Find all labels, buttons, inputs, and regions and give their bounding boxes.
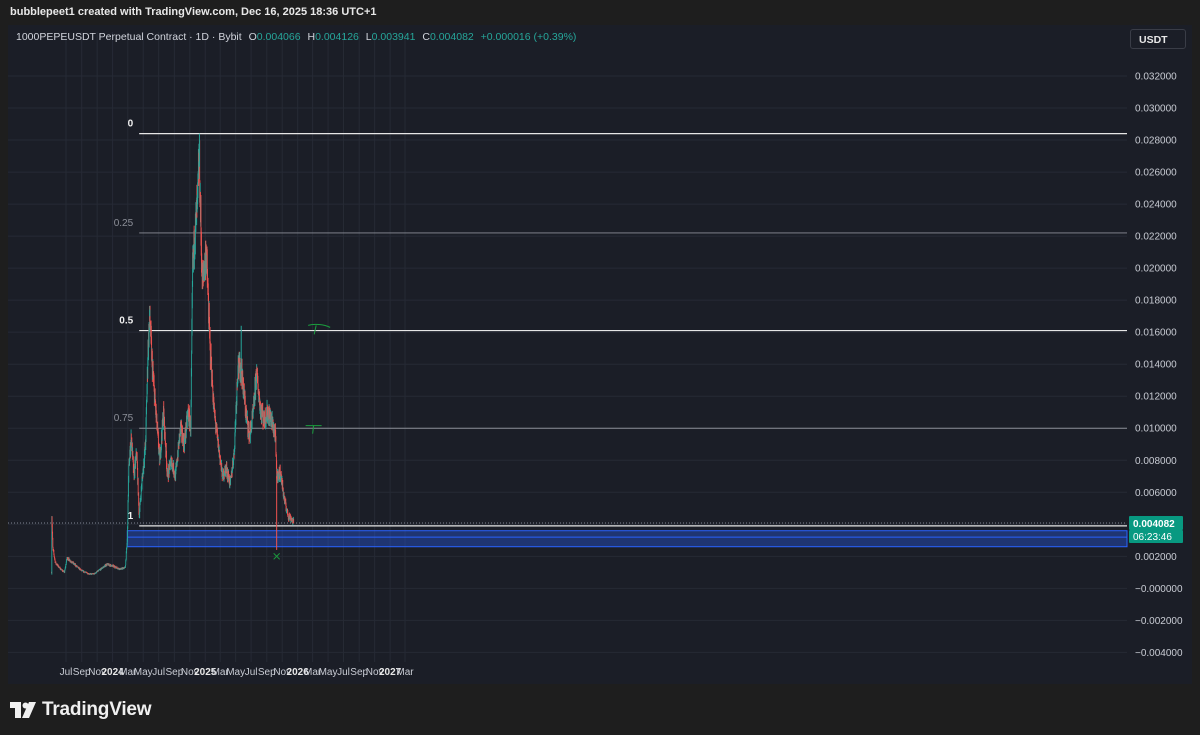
- chart-grid: [8, 32, 1127, 662]
- footer: [0, 690, 1200, 735]
- price-tick-label: 0.006000: [1135, 488, 1177, 499]
- price-tick-label: −0.002000: [1135, 616, 1183, 627]
- fib-level-label: 0.75: [114, 413, 134, 424]
- header-bar: bubblepeet1 created with TradingView.com…: [0, 0, 1200, 24]
- pen-stroke-drawing: [305, 425, 322, 434]
- price-tick-label: 0.032000: [1135, 72, 1177, 83]
- price-tick-label: 0.018000: [1135, 296, 1177, 307]
- time-tick-label: May: [134, 667, 153, 678]
- price-tick-label: 0.002000: [1135, 552, 1177, 563]
- price-tick-label: 0.026000: [1135, 168, 1177, 179]
- price-tick-label: 0.008000: [1135, 456, 1177, 467]
- countdown-badge: [1129, 530, 1183, 544]
- drawings: [273, 323, 331, 560]
- price-chart[interactable]: 00.250.50.751 0.0320000.0300000.0280000.…: [0, 0, 1200, 690]
- time-tick-label: Nov: [273, 667, 291, 678]
- time-tick-label: Nov: [88, 667, 106, 678]
- fib-retracement: 0 0.25 0.5 0.75 1: [114, 119, 1127, 527]
- time-tick-label: Jul: [337, 667, 350, 678]
- close-label: C: [422, 31, 430, 43]
- candles: [51, 133, 295, 575]
- change-value: +0.000016 (+0.39%): [480, 31, 577, 43]
- price-tick-label: 0.030000: [1135, 104, 1177, 115]
- time-tick-label: May: [226, 667, 245, 678]
- last-price-badge: [1129, 516, 1183, 531]
- time-tick-label: Jul: [245, 667, 258, 678]
- time-tick-label: Mar: [212, 667, 230, 678]
- symbol-legend: 1000PEPEUSDT Perpetual Contract · 1D · B…: [16, 31, 576, 43]
- time-tick-label: Sep: [73, 667, 91, 678]
- time-tick-label: Sep: [258, 667, 276, 678]
- price-tick-label: 0.022000: [1135, 232, 1177, 243]
- price-tick-label: −0.004000: [1135, 648, 1183, 659]
- fib-level-label: 0.25: [114, 218, 134, 229]
- low-value: 0.003941: [371, 31, 416, 43]
- time-tick-label: Jul: [60, 667, 73, 678]
- time-tick-label: 2026: [287, 667, 310, 678]
- high-value: 0.004126: [315, 31, 359, 43]
- attribution-text: bubblepeet1 created with TradingView.com…: [10, 6, 377, 18]
- symbol-title: 1000PEPEUSDT Perpetual Contract · 1D · B…: [16, 31, 242, 43]
- price-tick-label: 0.028000: [1135, 136, 1177, 147]
- time-tick-label: 2025: [194, 667, 217, 678]
- fib-level-label: 0.5: [119, 316, 133, 327]
- price-tick-label: 0.012000: [1135, 392, 1177, 403]
- open-label: O: [248, 31, 257, 43]
- time-tick-label: 2027: [379, 667, 402, 678]
- high-label: H: [307, 31, 316, 43]
- time-tick-label: Sep: [350, 667, 368, 678]
- close-value: 0.004082: [429, 31, 474, 43]
- pen-stroke-drawing: [308, 323, 331, 335]
- time-tick-label: May: [319, 667, 338, 678]
- support-zone-box: [126, 530, 1128, 548]
- time-tick-label: Nov: [366, 667, 384, 678]
- price-tick-label: 0.016000: [1135, 328, 1177, 339]
- price-tick-label: 0.020000: [1135, 264, 1177, 275]
- last-price-label: 0.004082: [1133, 519, 1175, 530]
- open-value: 0.004066: [256, 31, 301, 43]
- price-tick-label: 0.024000: [1135, 200, 1177, 211]
- fib-level-label: 0: [128, 119, 134, 130]
- price-tick-label: −0.000000: [1135, 584, 1183, 595]
- x-mark-icon: [273, 552, 281, 560]
- countdown-label: 06:23:46: [1133, 532, 1172, 543]
- time-tick-label: Mar: [396, 667, 414, 678]
- currency-button[interactable]: USDT: [1130, 29, 1186, 49]
- tradingview-logo-text: TradingView: [42, 699, 152, 720]
- time-tick-label: Mar: [304, 667, 322, 678]
- price-tick-label: 0.010000: [1135, 424, 1177, 435]
- price-tick-label: 0.014000: [1135, 360, 1177, 371]
- time-tick-label: Nov: [181, 667, 199, 678]
- support-zone: [8, 522, 1128, 548]
- time-tick-label: Sep: [165, 667, 183, 678]
- low-label: L: [365, 31, 372, 43]
- time-tick-label: 2024: [101, 667, 124, 678]
- tradingview-logo-icon: [10, 702, 36, 718]
- time-tick-label: Jul: [152, 667, 165, 678]
- price-axis: 0.032000 0.030000 0.028000 0.026000 0.024000…: [1129, 72, 1183, 659]
- tradingview-logo[interactable]: TradingView: [10, 698, 152, 722]
- time-tick-label: Mar: [119, 667, 137, 678]
- fib-level-label: 1: [128, 511, 134, 522]
